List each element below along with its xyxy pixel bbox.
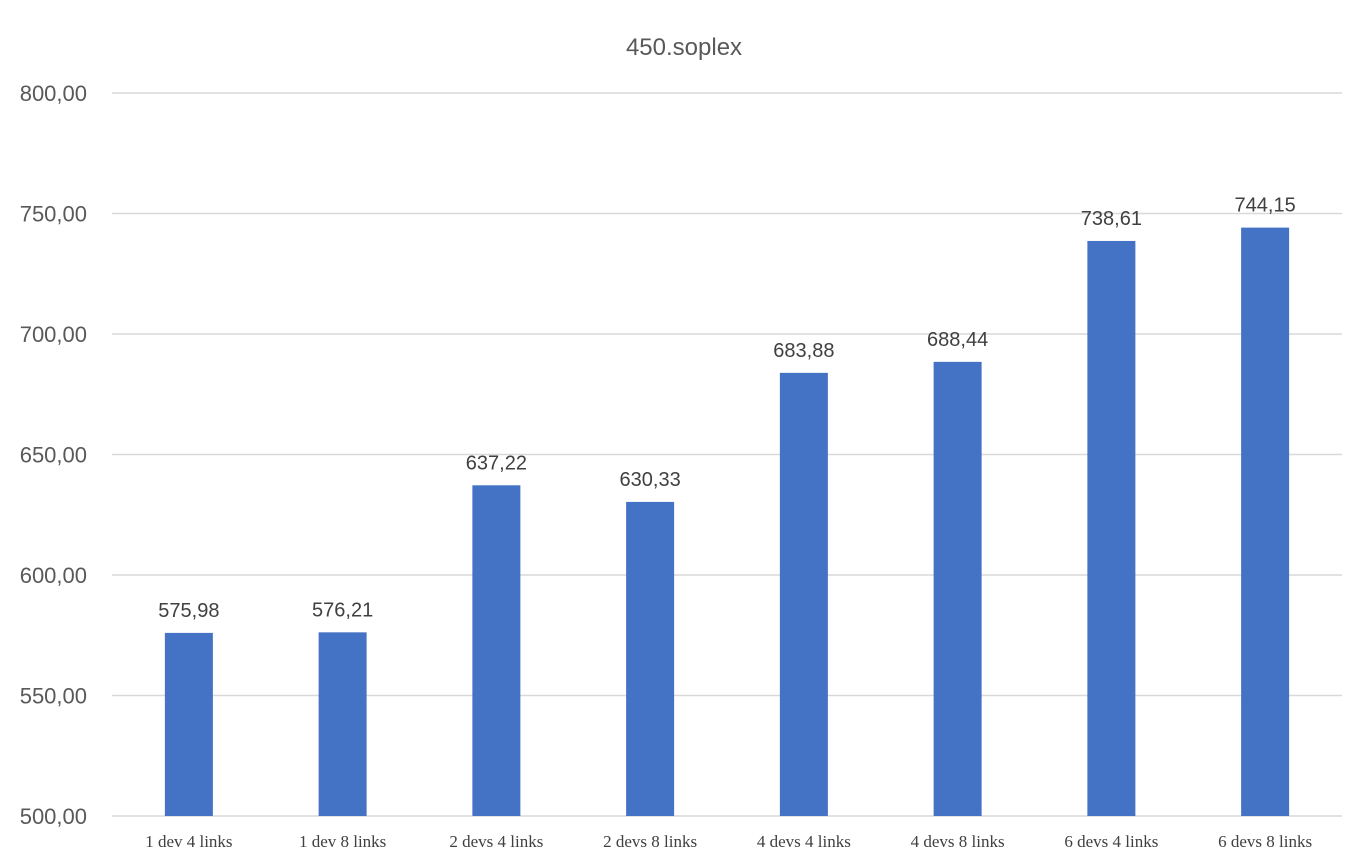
bar <box>318 632 367 816</box>
data-label: 630,33 <box>620 469 681 491</box>
bar <box>779 372 828 816</box>
x-tick-label: 2 devs 8 links <box>603 832 697 851</box>
y-tick-label: 550,00 <box>20 684 87 709</box>
data-labels: 575,98 576,21 637,22 630,33 683,88 688,44 738,… <box>158 195 1295 622</box>
bar <box>1087 240 1136 817</box>
x-tick-label: 1 dev 8 links <box>299 832 386 851</box>
y-tick-label: 650,00 <box>20 443 87 468</box>
y-tick-label: 800,00 <box>20 81 87 106</box>
y-tick-label: 700,00 <box>20 322 87 347</box>
bar <box>472 485 521 816</box>
data-label: 738,61 <box>1081 208 1142 230</box>
x-tick-label: 4 devs 8 links <box>911 832 1005 851</box>
y-tick-label: 500,00 <box>20 804 87 829</box>
x-tick-label: 1 dev 4 links <box>145 832 232 851</box>
y-axis-ticks: 500,00 550,00 600,00 650,00 700,00 750,00 800,… <box>20 81 87 829</box>
bar <box>164 632 213 816</box>
data-label: 637,22 <box>466 452 527 474</box>
bars <box>164 227 1290 817</box>
x-tick-label: 6 devs 4 links <box>1064 832 1158 851</box>
bar <box>626 501 675 816</box>
y-tick-label: 750,00 <box>20 202 87 227</box>
x-tick-label: 4 devs 4 links <box>757 832 851 851</box>
gridlines <box>112 92 1342 817</box>
data-label: 744,15 <box>1235 195 1296 217</box>
bar <box>1241 227 1290 816</box>
data-label: 575,98 <box>158 600 219 622</box>
data-label: 683,88 <box>773 340 834 362</box>
x-axis-ticks: 1 dev 4 links 1 dev 8 links 2 devs 4 links… <box>145 832 1312 851</box>
data-label: 688,44 <box>927 329 988 351</box>
bar <box>933 361 982 816</box>
y-tick-label: 600,00 <box>20 563 87 588</box>
chart-title: 450.soplex <box>626 34 742 61</box>
x-tick-label: 2 devs 4 links <box>449 832 543 851</box>
x-tick-label: 6 devs 8 links <box>1218 832 1312 851</box>
data-label: 576,21 <box>312 599 373 621</box>
